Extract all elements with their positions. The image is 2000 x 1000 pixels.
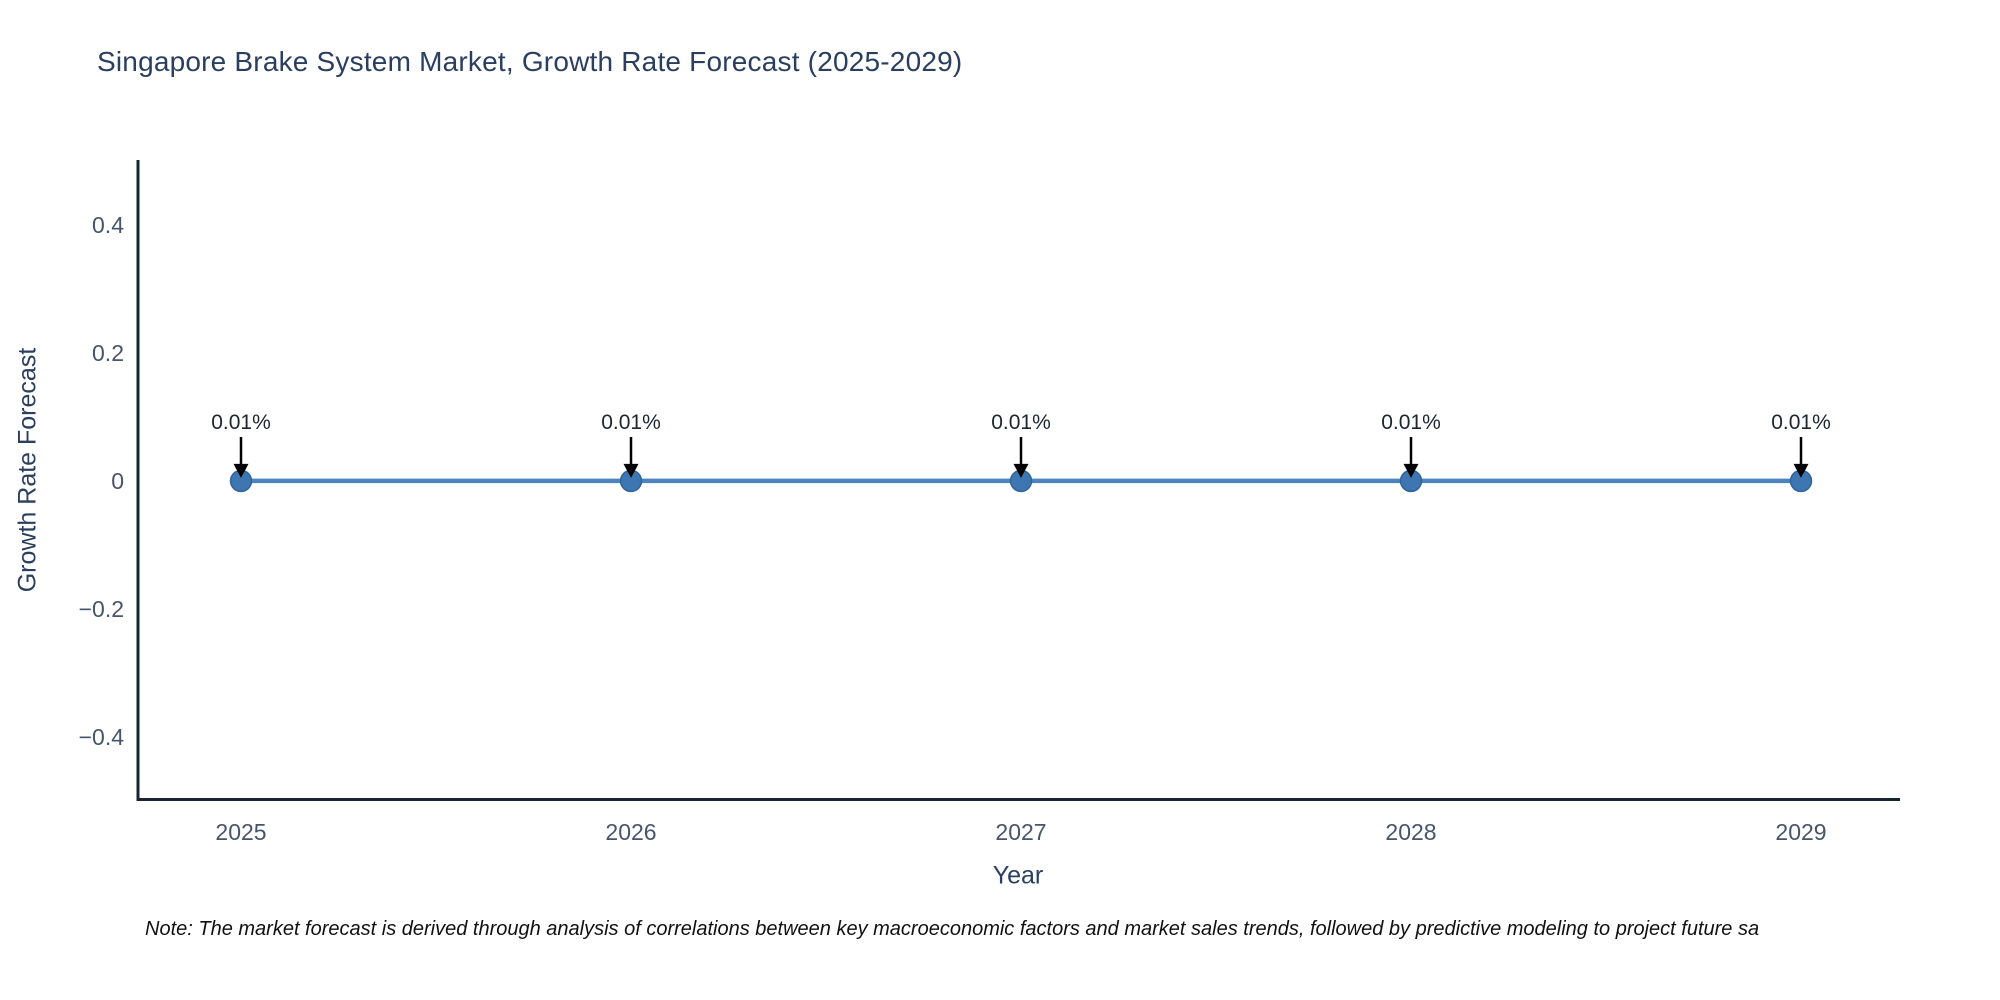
x-tick-label: 2028 bbox=[1385, 819, 1436, 845]
x-tick-label: 2025 bbox=[215, 819, 266, 845]
y-tick-label: 0 bbox=[111, 468, 124, 494]
y-tick-label: 0.2 bbox=[92, 340, 124, 366]
chart-title: Singapore Brake System Market, Growth Ra… bbox=[97, 46, 963, 77]
x-axis-title: Year bbox=[992, 861, 1044, 890]
x-tick-label: 2026 bbox=[605, 819, 656, 845]
annotation-arrow-head bbox=[233, 463, 249, 478]
annotation-arrow-head bbox=[623, 463, 639, 478]
x-tick-label: 2027 bbox=[995, 819, 1046, 845]
annotation-arrow-head bbox=[1013, 463, 1029, 478]
annotation-label: 0.01% bbox=[991, 411, 1051, 434]
annotation-arrow-head bbox=[1793, 463, 1809, 478]
annotation-arrow-head bbox=[1403, 463, 1419, 478]
annotation-label: 0.01% bbox=[601, 411, 661, 434]
y-tick-label: −0.2 bbox=[79, 596, 124, 622]
annotation-label: 0.01% bbox=[1381, 411, 1441, 434]
annotation-label: 0.01% bbox=[1771, 411, 1831, 434]
y-tick-label: 0.4 bbox=[92, 212, 124, 238]
annotation-label: 0.01% bbox=[211, 411, 271, 434]
x-tick-label: 2029 bbox=[1775, 819, 1826, 845]
y-tick-label: −0.4 bbox=[79, 724, 125, 750]
footnote: Note: The market forecast is derived thr… bbox=[145, 918, 1760, 940]
